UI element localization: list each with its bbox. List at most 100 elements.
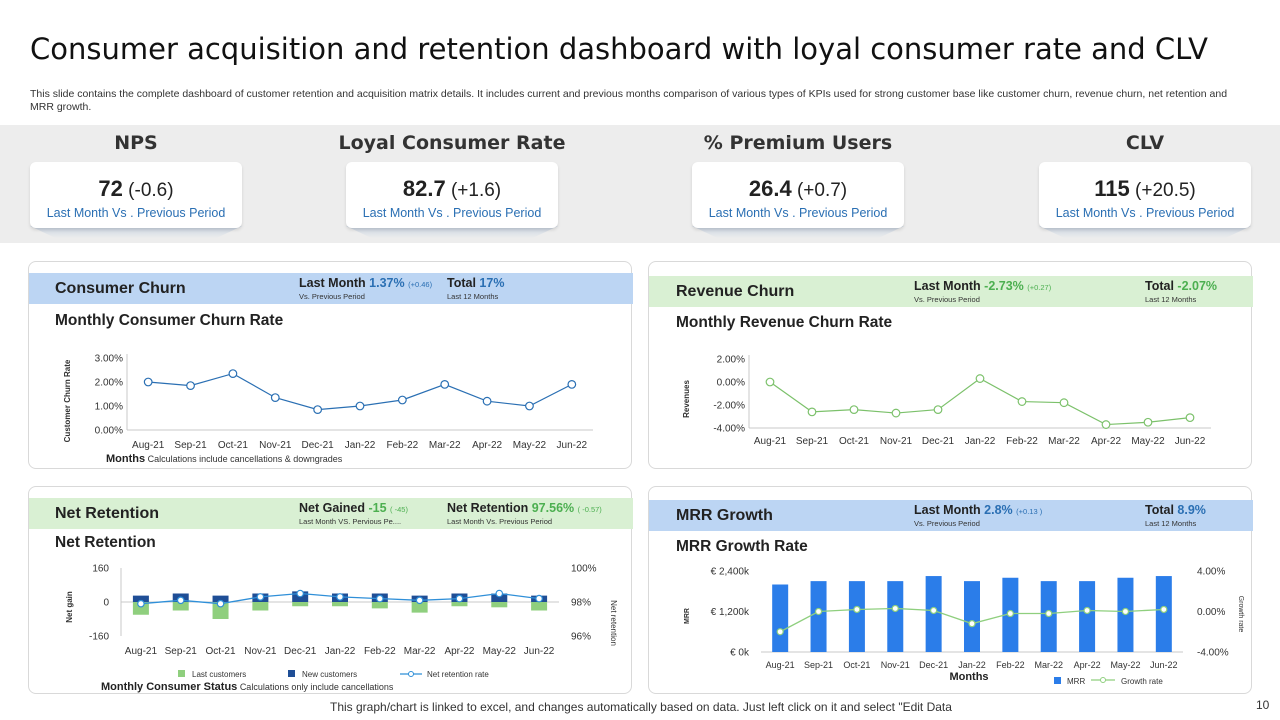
chart-footnote: Months Calculations include cancellation…: [106, 453, 342, 465]
y-axis-title: Revenues: [682, 380, 691, 418]
bar-new-customers: [491, 593, 508, 602]
bar-mrr: [772, 584, 789, 652]
total-stat: Total -2.07%: [1145, 279, 1217, 293]
data-point: [567, 379, 577, 389]
kpi-value: 82.7 (+1.6): [346, 176, 558, 202]
x-tick-label: Oct-21: [206, 646, 236, 657]
stat-label: Last Month: [914, 279, 981, 293]
y-axis-title: Net gain: [65, 591, 74, 623]
x-tick-label: Jun-22: [1150, 660, 1178, 670]
legend-label: Net retention rate: [427, 670, 489, 679]
legend-swatch-last: [178, 670, 185, 677]
legend-swatch-new: [288, 670, 295, 677]
x-tick-label: Oct-21: [843, 660, 870, 670]
data-point: [930, 606, 938, 615]
y-tick-label: -4.00%: [713, 424, 745, 435]
bar-mrr: [810, 581, 827, 652]
data-point: [415, 596, 424, 605]
y2-tick-label: 100%: [571, 564, 597, 575]
legend-label: MRR: [1067, 677, 1085, 686]
y-tick-label: 0: [103, 598, 109, 609]
stat-sub: Vs. Previous Period: [914, 519, 980, 528]
y-tick-label: 1.00%: [95, 402, 123, 413]
legend-label: Last customers: [192, 670, 246, 679]
kpi-main-value: 82.7: [402, 176, 446, 201]
x-tick-label: Jan-22: [965, 436, 996, 447]
legend-label: Growth rate: [1121, 677, 1163, 686]
panel-title: MRR Growth: [676, 507, 773, 524]
data-point: [1101, 420, 1111, 429]
data-point: [296, 589, 304, 598]
x-tick-label: Dec-21: [919, 660, 948, 670]
kpi-value: 72 (-0.6): [30, 176, 242, 202]
stat-value: 1.37%: [369, 276, 405, 290]
data-point: [355, 401, 365, 411]
data-point: [495, 589, 504, 598]
kpi-value: 115 (+20.5): [1039, 176, 1251, 202]
y-tick-label: 2.00%: [717, 355, 745, 366]
y2-tick-label: 96%: [571, 632, 591, 643]
bar-last-customers: [451, 602, 468, 607]
stat-value: 8.9%: [1177, 503, 1206, 517]
stat-change: (+0.13 ): [1016, 507, 1043, 516]
data-point: [1143, 417, 1153, 427]
bar-mrr: [1155, 576, 1172, 652]
y-tick-label: -2.00%: [713, 401, 745, 412]
x-tick-label: Apr-22: [444, 646, 474, 657]
data-point: [1059, 398, 1069, 408]
stat-change: (+0.27): [1027, 283, 1052, 292]
y-tick-label: 0.00%: [95, 426, 123, 437]
net-gained-stat: Net Gained -15 ( -45): [299, 501, 408, 515]
x-tick-label: Aug-21: [125, 646, 158, 657]
data-point: [1045, 609, 1053, 618]
kpi-main-value: 26.4: [748, 176, 792, 201]
y2-tick-label: 4.00%: [1197, 567, 1225, 578]
x-tick-label: Mar-22: [429, 440, 461, 451]
x-tick-label: Apr-22: [472, 440, 502, 451]
bar-new-customers: [212, 595, 229, 602]
y-tick-label: € 0k: [730, 648, 750, 659]
bar-last-customers: [212, 602, 229, 619]
kpi-title: CLV: [1125, 132, 1165, 154]
x-tick-label: Feb-22: [996, 660, 1025, 670]
stat-value: -15: [368, 501, 387, 515]
stat-value: 97.56%: [531, 501, 575, 515]
stat-label: Last Month: [914, 503, 981, 517]
data-point: [891, 604, 899, 613]
x-tick-label: Dec-21: [922, 436, 955, 447]
kpi-title: % Premium Users: [703, 132, 893, 154]
data-point: [1185, 413, 1195, 423]
x-tick-label: Aug-21: [754, 436, 787, 447]
data-point: [143, 377, 153, 387]
stat-sub: Last 12 Months: [447, 292, 499, 301]
x-axis-title: Months: [949, 671, 988, 683]
kpi-shadow: [346, 226, 558, 238]
net-retention-panel: Net Retention Net Gained -15 ( -45) Last…: [28, 486, 633, 694]
y-tick-label: € 2,400k: [711, 567, 750, 578]
legend-marker-growth: [1100, 677, 1106, 683]
revenue-churn-chart: 2.00% 0.00% -2.00% -4.00% Aug-21 Sep-21 Oct-21…: [682, 355, 1211, 447]
footnote-bold: Monthly Consumer Status: [101, 681, 238, 693]
data-point: [1121, 607, 1130, 616]
data-point: [776, 628, 784, 636]
chart-title: Monthly Consumer Churn Rate: [55, 312, 284, 329]
data-point: [933, 405, 943, 415]
y2-axis-title: Growth rate: [1237, 596, 1244, 633]
bar-last-customers: [172, 602, 189, 611]
kpi-delta: (+20.5): [1135, 180, 1196, 201]
x-tick-label: Feb-22: [364, 646, 396, 657]
kpi-card: 72 (-0.6) Last Month Vs . Previous Perio…: [30, 162, 242, 228]
bar-last-customers: [292, 602, 309, 607]
data-point: [228, 369, 238, 378]
data-point: [270, 393, 280, 403]
bar-last-customers: [371, 602, 388, 609]
kpi-shadow: [30, 226, 242, 238]
bar-mrr: [887, 581, 904, 652]
stat-label: Total: [1145, 503, 1174, 517]
x-tick-label: Jan-22: [958, 660, 986, 670]
y2-axis-title: Net retention: [609, 600, 618, 646]
data-point: [1006, 609, 1014, 618]
x-tick-label: May-22: [483, 646, 517, 657]
data-point: [814, 607, 823, 616]
x-tick-label: Dec-21: [302, 440, 335, 451]
